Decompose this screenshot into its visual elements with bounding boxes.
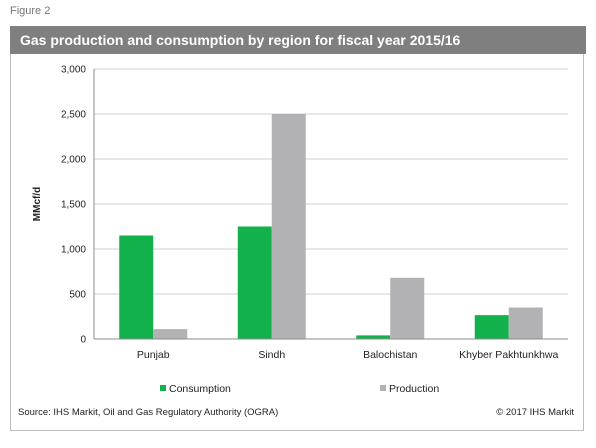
y-tick-label: 2,500 xyxy=(61,110,86,121)
copyright-note: © 2017 IHS Markit xyxy=(496,407,574,418)
bar-consumption-balochistan xyxy=(356,335,391,339)
x-tick-label: Sindh xyxy=(258,349,285,361)
legend-swatch-consumption xyxy=(160,385,166,391)
figure-label: Figure 2 xyxy=(10,5,51,17)
x-tick-label: Khyber Pakhtunkhwa xyxy=(459,349,558,361)
chart-frame xyxy=(10,54,584,431)
bar-consumption-punjab xyxy=(119,235,154,339)
y-tick-label: 3,000 xyxy=(61,65,86,76)
bar-production-sindh xyxy=(271,114,306,339)
legend-label-production: Production xyxy=(389,383,439,395)
source-note: Source: IHS Markit, Oil and Gas Regulato… xyxy=(18,407,279,418)
y-tick-label: 0 xyxy=(80,335,86,346)
legend-label-consumption: Consumption xyxy=(169,383,231,395)
legend-swatch-production xyxy=(380,385,386,391)
y-tick-label: 2,000 xyxy=(61,155,86,166)
bar-production-punjab xyxy=(153,329,188,339)
bar-production-khyber-pakhtunkhwa xyxy=(508,307,543,339)
x-tick-label: Punjab xyxy=(137,349,170,361)
bar-production-balochistan xyxy=(390,277,425,339)
y-tick-label: 1,000 xyxy=(61,245,86,256)
title-bar: Gas production and consumption by region… xyxy=(10,26,586,54)
chart-title: Gas production and consumption by region… xyxy=(20,32,461,48)
x-tick-label: Balochistan xyxy=(363,349,417,361)
y-axis-label: MMcf/d xyxy=(32,187,43,221)
bar-consumption-sindh xyxy=(237,226,272,339)
bar-consumption-khyber-pakhtunkhwa xyxy=(474,315,509,339)
y-tick-label: 500 xyxy=(69,290,86,301)
y-tick-label: 1,500 xyxy=(61,200,86,211)
